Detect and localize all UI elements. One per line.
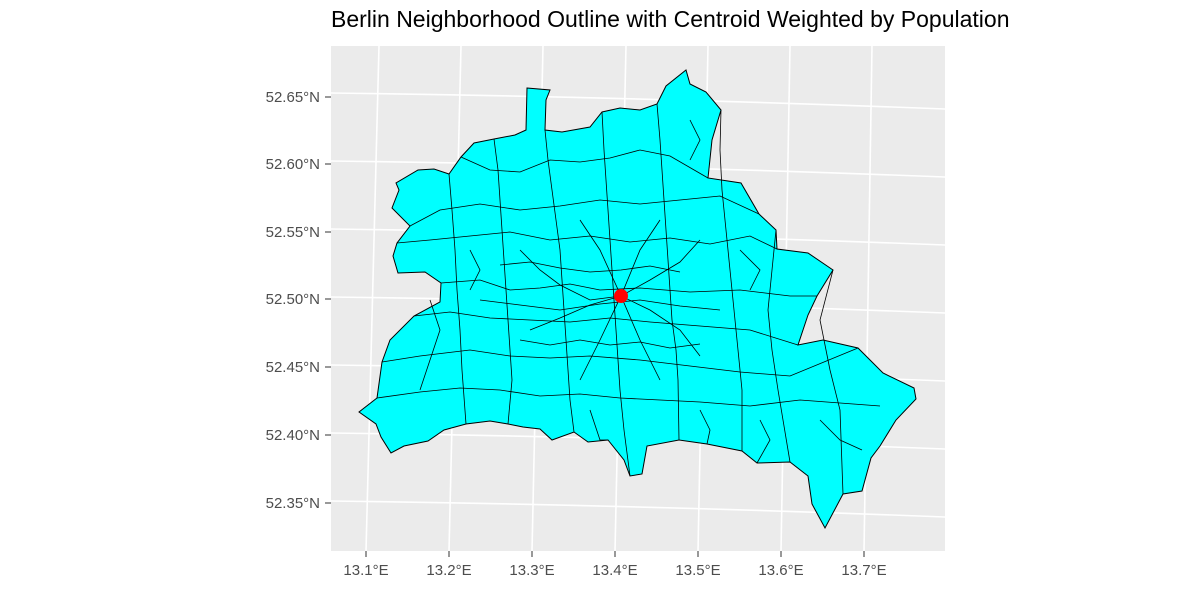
y-tick-label: 52.65°N: [266, 89, 320, 106]
x-tick-label: 13.7°E: [841, 562, 886, 579]
population-centroid-marker: [614, 289, 628, 303]
grid-line-lat-52.35: [330, 500, 946, 518]
y-tick-label: 52.60°N: [266, 156, 320, 173]
x-tick-label: 13.2°E: [426, 562, 471, 579]
plot-title: Berlin Neighborhood Outline with Centroi…: [331, 6, 1010, 32]
y-tick-label: 52.55°N: [266, 224, 320, 241]
x-tick-label: 13.5°E: [675, 562, 720, 579]
x-tick-label: 13.1°E: [343, 562, 388, 579]
x-tick-label: 13.3°E: [509, 562, 554, 579]
x-axis: 13.1°E 13.2°E 13.3°E 13.4°E 13.5°E 13.6°…: [343, 551, 887, 579]
y-axis: 52.65°N 52.60°N 52.55°N 52.50°N 52.45°N …: [266, 89, 331, 512]
y-tick-label: 52.50°N: [266, 291, 320, 308]
grid-line-lon-13.1: [365, 45, 380, 552]
grid-line-lat-52.65: [330, 92, 946, 110]
x-tick-label: 13.6°E: [758, 562, 803, 579]
y-tick-label: 52.45°N: [266, 359, 320, 376]
y-tick-label: 52.35°N: [266, 495, 320, 512]
y-tick-label: 52.40°N: [266, 427, 320, 444]
x-tick-label: 13.4°E: [592, 562, 637, 579]
